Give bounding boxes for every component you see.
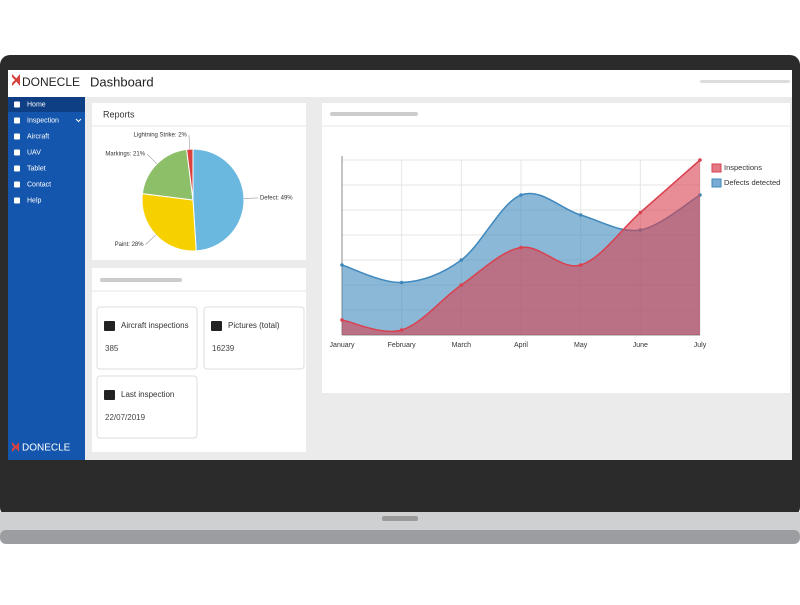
- nav-item[interactable]: Help: [27, 197, 42, 204]
- stat-box: [97, 376, 197, 438]
- x-tick-label: April: [514, 342, 528, 349]
- point: [400, 328, 404, 332]
- nav-icon: [14, 182, 20, 188]
- nav-item[interactable]: Inspection: [27, 117, 59, 124]
- notch: [382, 516, 418, 521]
- point: [579, 213, 583, 217]
- x-tick-label: June: [633, 342, 648, 349]
- point: [340, 263, 344, 267]
- x-tick-label: July: [694, 342, 707, 349]
- point: [460, 283, 464, 287]
- stat-icon: [104, 390, 115, 400]
- nav-item[interactable]: Aircraft: [27, 133, 49, 140]
- blur: [700, 80, 790, 83]
- stat-value: 385: [105, 344, 119, 353]
- blur: [330, 112, 418, 116]
- pie-label: Defect: 49%: [260, 196, 293, 202]
- point: [460, 258, 464, 262]
- stat-icon: [211, 321, 222, 331]
- x-tick-label: February: [388, 342, 417, 349]
- x-tick-label: May: [574, 342, 588, 349]
- nav-item[interactable]: Home: [27, 101, 46, 108]
- stat-value: 16239: [212, 344, 235, 353]
- point: [519, 193, 523, 197]
- nav-icon: [14, 150, 20, 156]
- nav-icon: [14, 118, 20, 124]
- pie-label: Paint: 28%: [115, 242, 145, 248]
- nav-item[interactable]: Tablet: [27, 165, 46, 172]
- nav-icon: [14, 166, 20, 172]
- x-tick-label: January: [330, 342, 355, 349]
- nav-item[interactable]: Contact: [27, 181, 51, 188]
- point: [579, 263, 583, 267]
- point: [340, 318, 344, 322]
- legend-label: Defects detected: [724, 178, 780, 187]
- legend-label: Inspections: [724, 163, 762, 172]
- stat-label: Aircraft inspections: [121, 321, 189, 330]
- stat-box: [204, 307, 304, 369]
- nav-icon: [14, 198, 20, 204]
- pie-label: Markings: 21%: [105, 152, 145, 158]
- base-edge: [0, 530, 800, 544]
- point: [639, 211, 643, 215]
- x-tick-label: March: [452, 342, 472, 349]
- blur: [100, 278, 182, 282]
- page-title: Dashboard: [90, 74, 154, 89]
- point: [698, 158, 702, 162]
- stat-label: Last inspection: [121, 390, 174, 399]
- legend-swatch: [712, 164, 721, 172]
- pie-label: Lightning Strike: 2%: [134, 133, 188, 139]
- brand: DONECLE: [22, 443, 71, 454]
- legend-swatch: [712, 179, 721, 187]
- point: [519, 246, 523, 250]
- stat-icon: [104, 321, 115, 331]
- point: [400, 281, 404, 285]
- brand: DONECLE: [22, 75, 80, 89]
- nav-icon: [14, 134, 20, 140]
- stat-label: Pictures (total): [228, 321, 280, 330]
- nav-item[interactable]: UAV: [27, 149, 41, 156]
- nav-icon: [14, 102, 20, 108]
- stat-value: 22/07/2019: [105, 413, 146, 422]
- card-title: Reports: [103, 109, 135, 119]
- stat-box: [97, 307, 197, 369]
